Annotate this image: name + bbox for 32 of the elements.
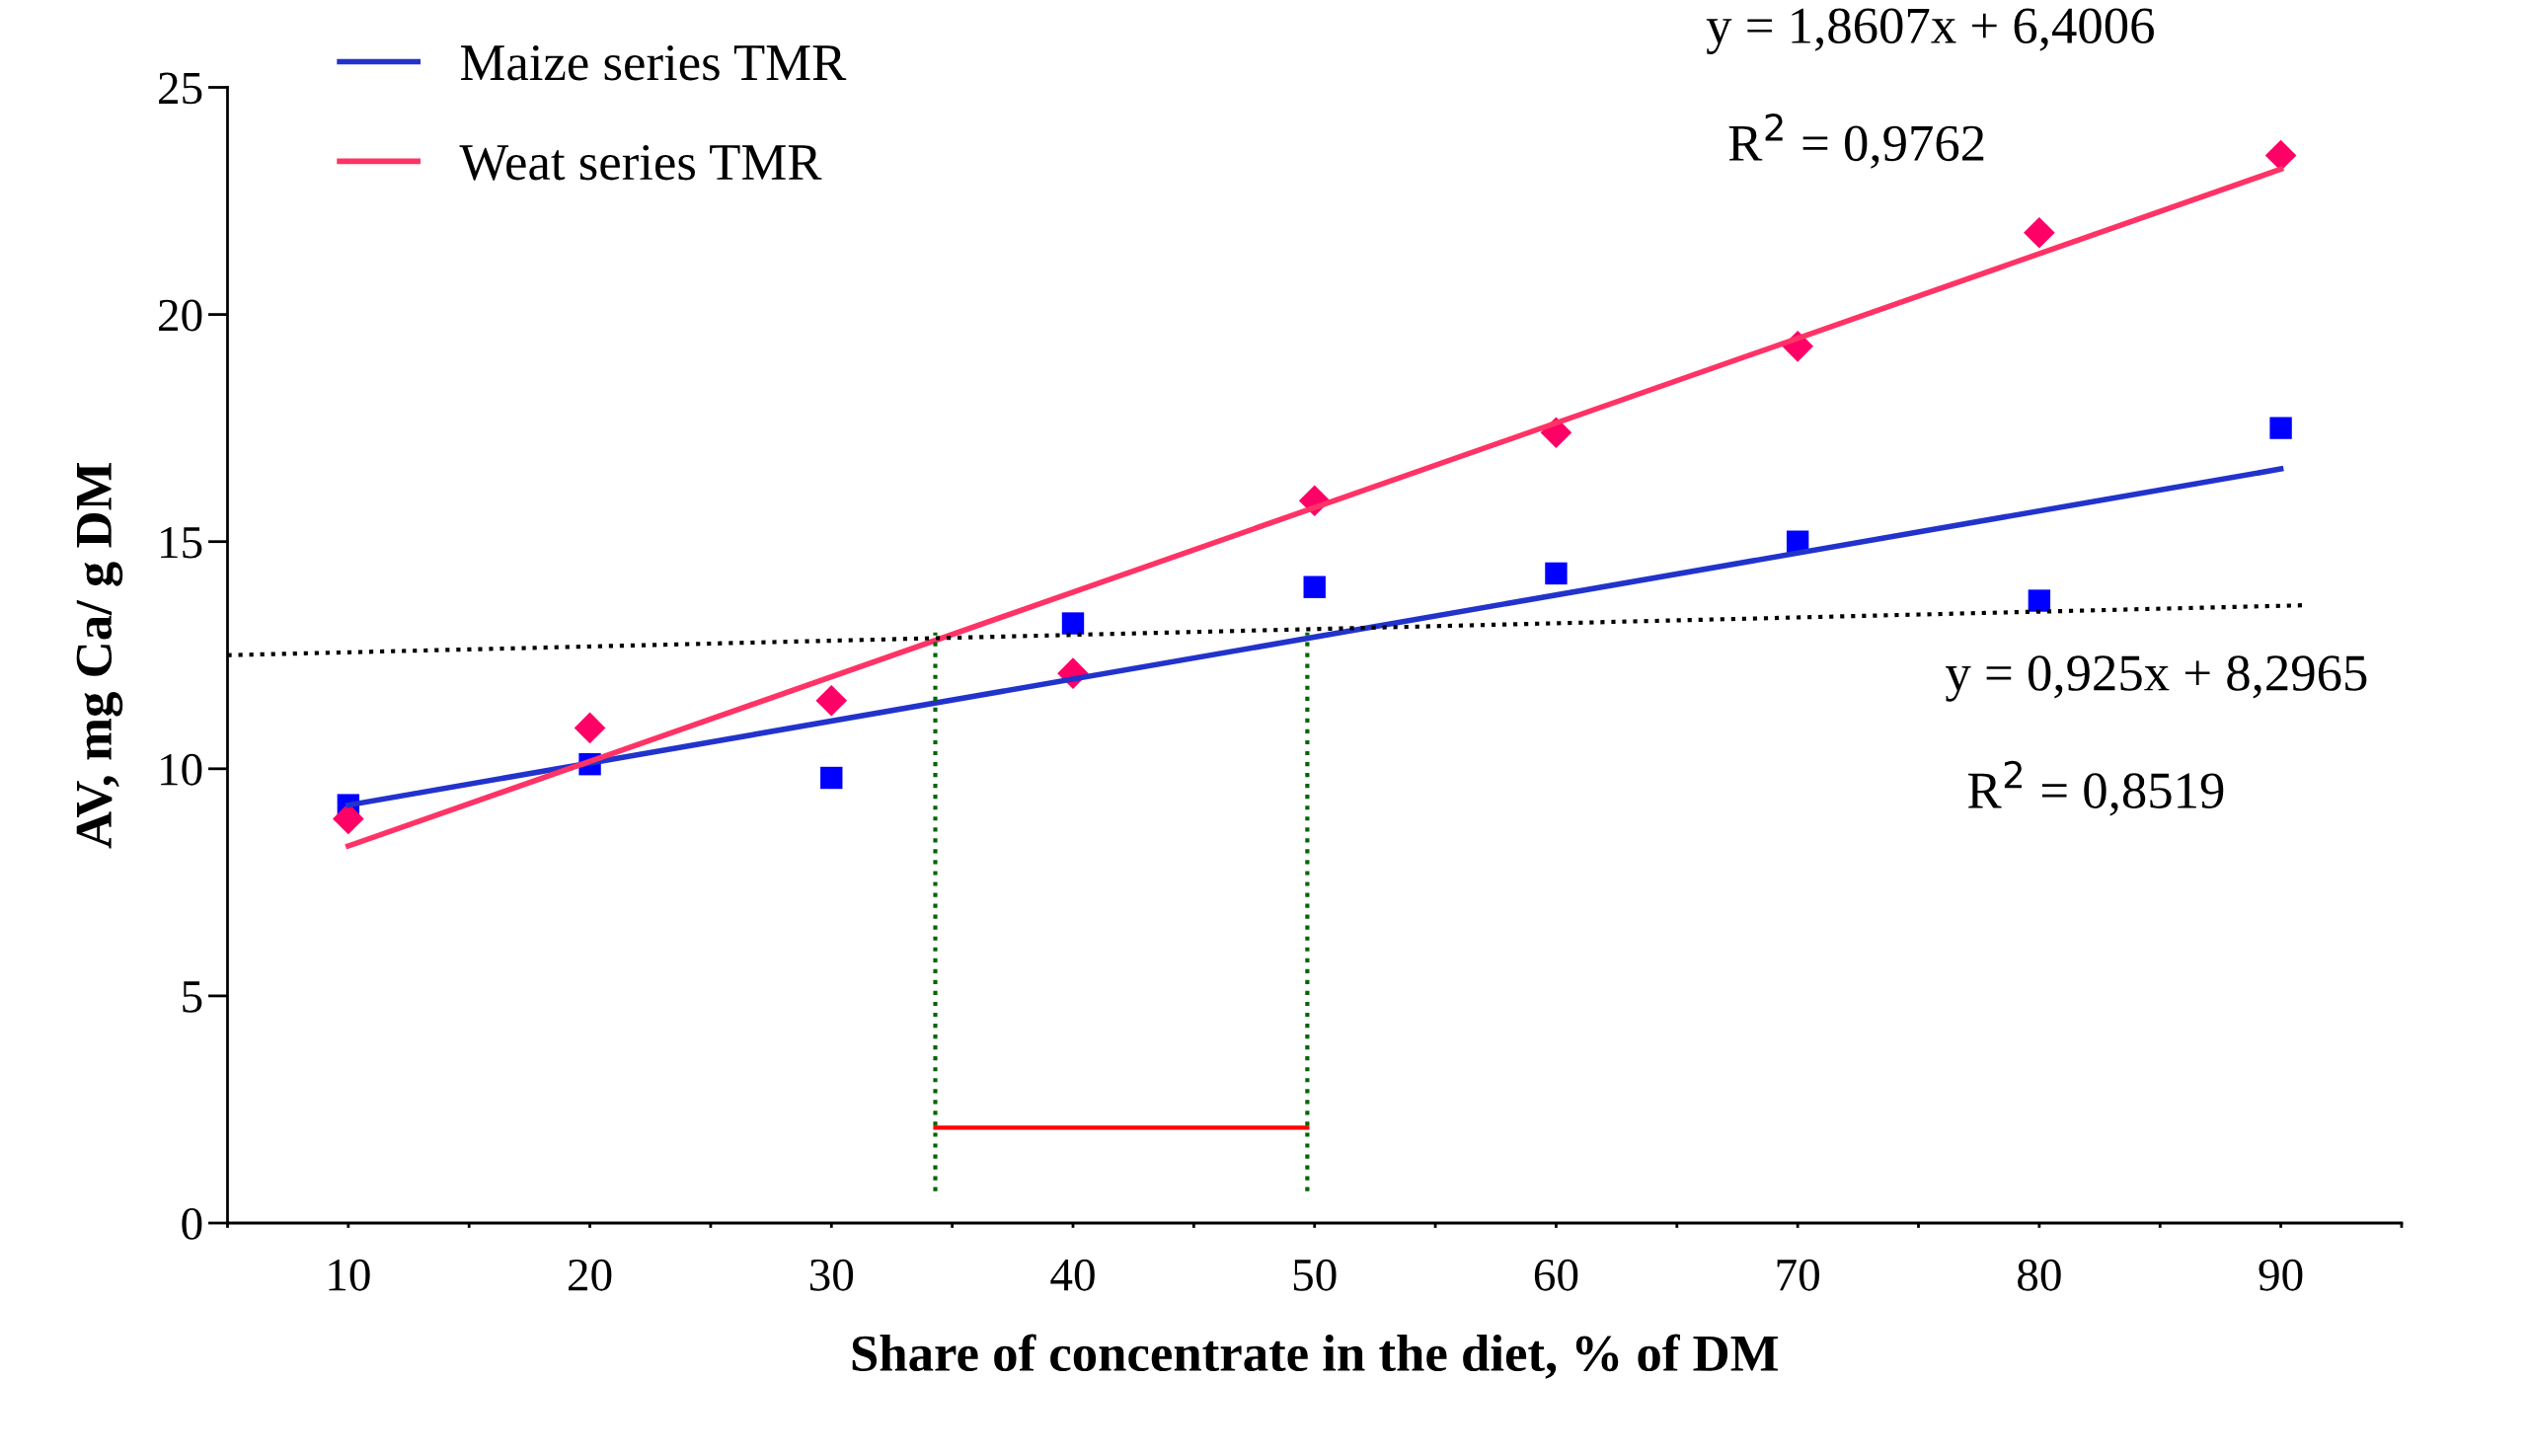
y-axis-title: AV, mg Ca/ g DM <box>76 463 123 849</box>
y-tick-label: 10 <box>161 753 202 786</box>
legend-label: Maize series TMR <box>460 44 847 81</box>
x-tick-label: 20 <box>569 1259 612 1291</box>
point <box>1061 612 1085 635</box>
x-axis-title: Share of concentrate in the diet, % of DM <box>852 1334 1778 1379</box>
point <box>2024 216 2055 249</box>
annotation: y = 0,925x + 8,2965 <box>1946 655 2367 702</box>
x-tick-label: 60 <box>1534 1259 1578 1291</box>
point <box>574 712 606 744</box>
annotation: R$^{2}$ = 0,8519 <box>1967 760 2224 816</box>
x-tick-label: 10 <box>329 1259 370 1291</box>
y-tick-label: 15 <box>161 526 202 559</box>
x-tick-label: 70 <box>1777 1259 1819 1291</box>
legend-label: Weat series TMR <box>459 144 822 181</box>
x-tick-label: 50 <box>1293 1259 1337 1291</box>
y-tick-label: 20 <box>159 299 202 332</box>
point <box>2028 589 2051 612</box>
point <box>1545 562 1568 585</box>
y-tick-label: 0 <box>182 1207 202 1240</box>
text: y = 1,8607x + 6,4006 <box>1706 8 2154 54</box>
point <box>815 684 848 717</box>
point <box>1303 575 1326 598</box>
point <box>2269 417 2292 439</box>
point <box>820 766 843 790</box>
x-tick-label: 90 <box>2259 1259 2303 1291</box>
x-tick-label: 40 <box>1050 1259 1095 1291</box>
x-tick-label: 30 <box>809 1259 854 1291</box>
y-tick-label: 5 <box>183 981 202 1013</box>
y-tick-label: 25 <box>159 72 202 105</box>
x-tick-label: 80 <box>2018 1259 2061 1291</box>
annotation: R$^{2}$ = 0,9762 <box>1728 113 1984 169</box>
